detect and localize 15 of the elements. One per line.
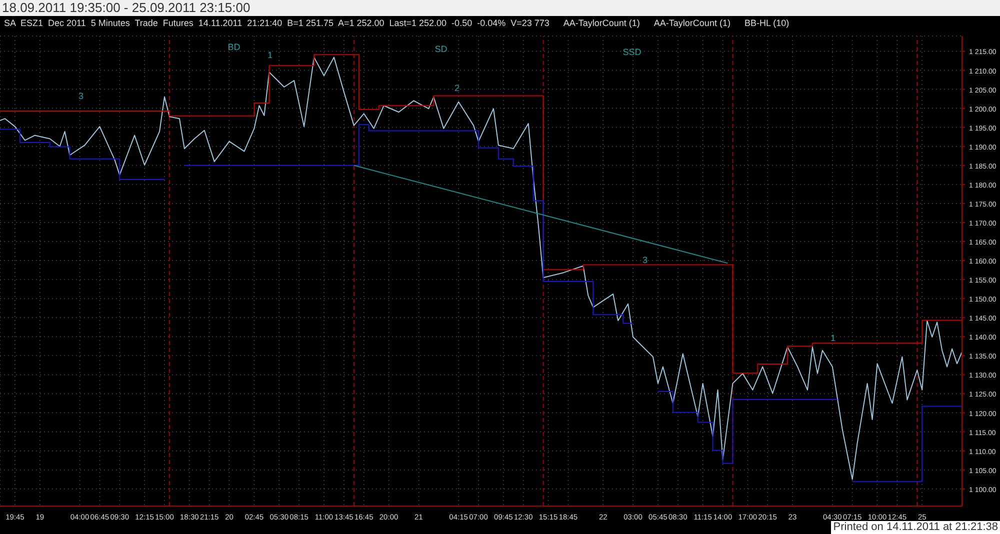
chart-subtitle: SA ESZ1 Dec 2011 5 Minutes Trade Futures 14.11.2011 21:21:40 B=1 251.75 A=1 252.00 Last=1 252.00 -0.50 -0.04% V=23 773 xyxy=(4,18,550,30)
annotation: BD xyxy=(226,42,242,52)
annotation: 3 xyxy=(78,91,84,101)
text: AA-TaylorCount (1) xyxy=(654,18,730,30)
text: Printed on 14.11.2011 at 21:21:38 xyxy=(831,521,1000,534)
annotation: 1 xyxy=(266,50,274,60)
annotation: SSD xyxy=(622,47,642,57)
text: BB-HL (10) xyxy=(744,18,790,30)
annotation: 1 xyxy=(830,333,836,343)
line-series xyxy=(0,56,962,480)
annotation: 3 xyxy=(642,255,648,265)
annotation: SD xyxy=(434,44,448,54)
annotation: 2 xyxy=(454,83,460,93)
chart-title: 18.09.2011 19:35:00 - 25.09.2011 23:15:00 xyxy=(2,0,250,15)
text: AA-TaylorCount (1) xyxy=(563,18,640,30)
